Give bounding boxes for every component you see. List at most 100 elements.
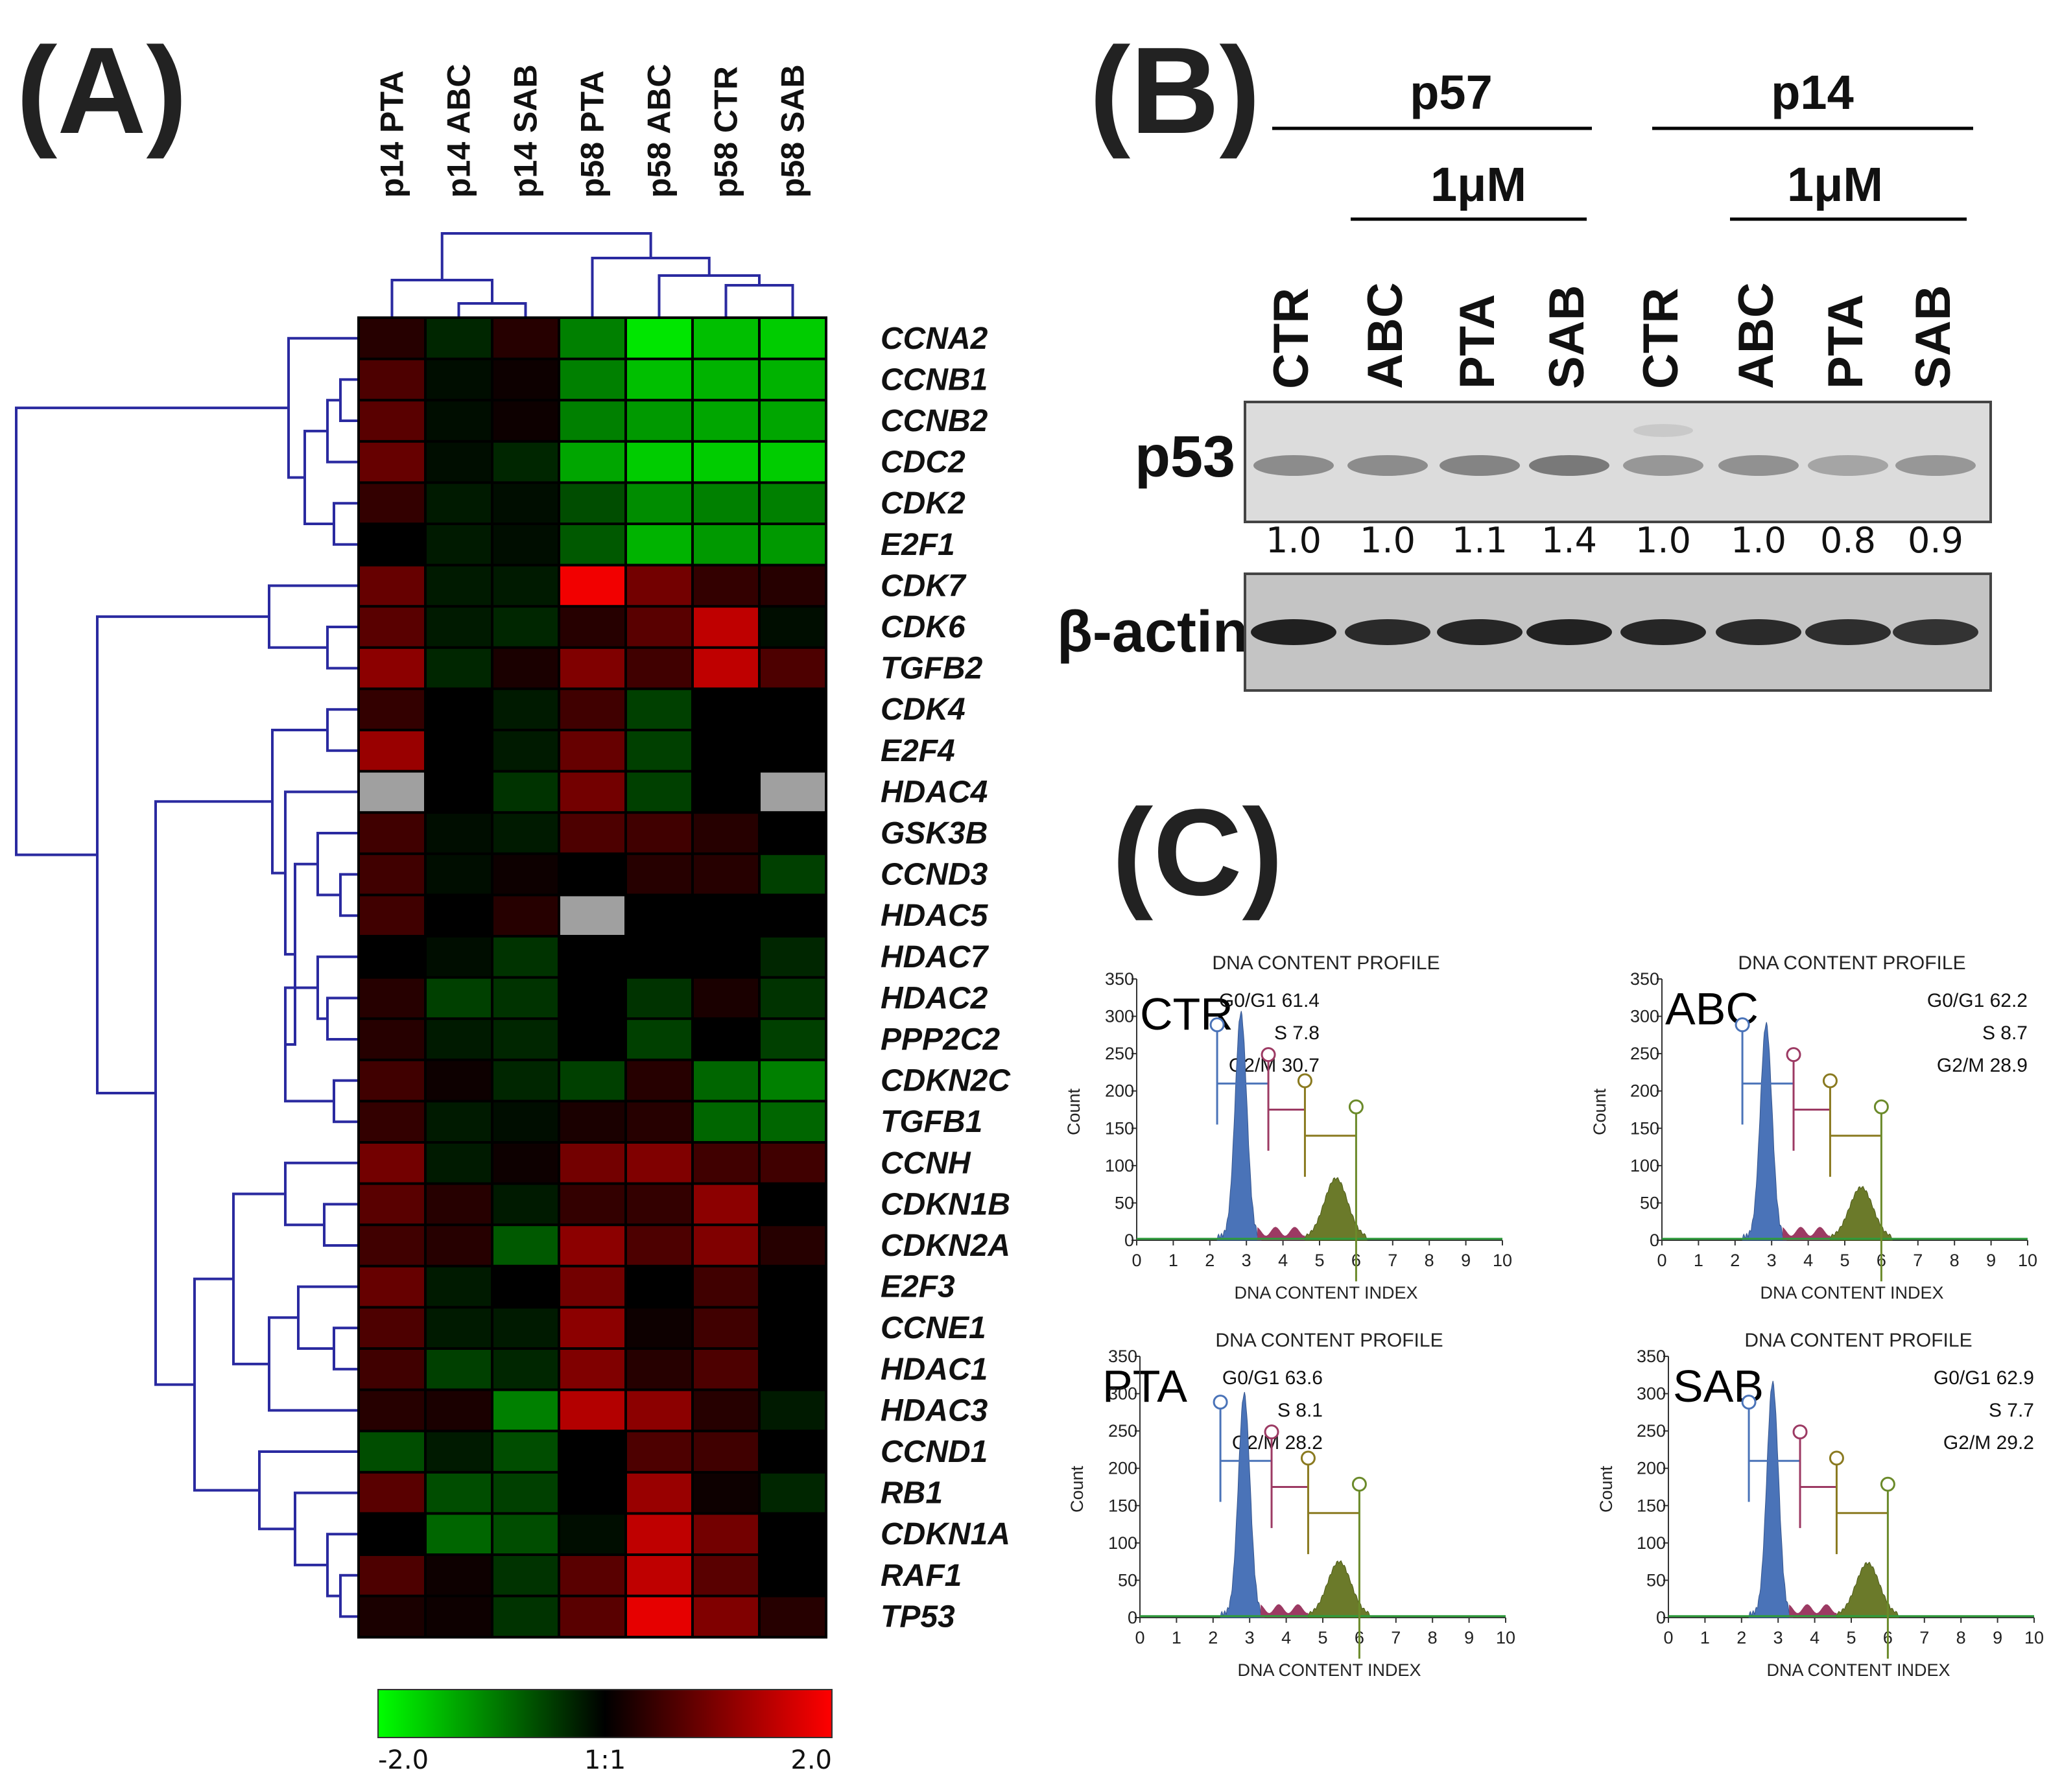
actin-band bbox=[1345, 619, 1430, 645]
heatmap-cell bbox=[560, 731, 624, 770]
dendrogram-link bbox=[326, 1533, 359, 1597]
heatmap-cell bbox=[560, 1308, 624, 1347]
y-tick-label: 350 bbox=[1108, 1347, 1137, 1366]
heatmap-cell bbox=[627, 442, 691, 482]
heatmap-cell bbox=[493, 1267, 558, 1306]
heatmap-cell bbox=[560, 1350, 624, 1389]
heatmap-cell bbox=[560, 484, 624, 523]
gene-label: RAF1 bbox=[881, 1559, 962, 1593]
column-label: p14 ABC bbox=[441, 64, 477, 198]
heatmap-cell bbox=[560, 1020, 624, 1059]
heatmap-cell bbox=[493, 896, 558, 935]
heatmap-cell bbox=[427, 896, 491, 935]
histogram-sample-label: PTA bbox=[1102, 1361, 1187, 1411]
heatmap-cell bbox=[627, 937, 691, 976]
heatmap-cell bbox=[493, 1144, 558, 1183]
heatmap-cell bbox=[360, 648, 424, 688]
heatmap-cell bbox=[627, 484, 691, 523]
actin-band bbox=[1437, 619, 1523, 645]
x-tick-label: 2 bbox=[1205, 1251, 1215, 1270]
heatmap-cell bbox=[360, 896, 424, 935]
heatmap-cell bbox=[694, 1597, 758, 1636]
colorbar-mid-label: 1:1 bbox=[584, 1745, 626, 1775]
heatmap-cell bbox=[761, 525, 825, 564]
heatmap-cell bbox=[560, 1226, 624, 1265]
heatmap-cell bbox=[560, 442, 624, 482]
dendrogram-link bbox=[297, 1285, 359, 1350]
g0g1-stat: G0/G1 61.4 bbox=[1219, 990, 1320, 1011]
heatmap-cell bbox=[560, 1061, 624, 1100]
heatmap-cell bbox=[427, 772, 491, 812]
dendrogram-link bbox=[591, 257, 711, 318]
heatmap-cell bbox=[627, 1597, 691, 1636]
heatmap-cell bbox=[627, 1473, 691, 1513]
heatmap-cell bbox=[627, 1267, 691, 1306]
dendrogram-link bbox=[15, 407, 289, 856]
panel-c-letter: (C) bbox=[1112, 784, 1283, 921]
heatmap-cell bbox=[427, 484, 491, 523]
x-tick-label: 5 bbox=[1846, 1628, 1856, 1647]
heatmap-cell bbox=[761, 484, 825, 523]
x-tick-label: 4 bbox=[1281, 1628, 1291, 1647]
actin-band bbox=[1805, 619, 1891, 645]
heatmap-cell bbox=[493, 1597, 558, 1636]
gate-marker bbox=[1300, 1450, 1316, 1466]
y-axis-label: Count bbox=[1067, 1465, 1087, 1513]
heatmap-cell bbox=[694, 1226, 758, 1265]
heatmap-cell bbox=[493, 401, 558, 440]
heatmap-cell bbox=[560, 401, 624, 440]
y-tick-label: 150 bbox=[1108, 1496, 1137, 1515]
heatmap-cell bbox=[761, 814, 825, 853]
heatmap-cell bbox=[627, 648, 691, 688]
y-tick-label: 200 bbox=[1630, 1081, 1659, 1101]
heatmap-cell bbox=[761, 607, 825, 646]
dendrogram-link bbox=[440, 232, 652, 280]
x-tick-label: 5 bbox=[1318, 1628, 1327, 1647]
heatmap-cell bbox=[493, 1432, 558, 1471]
heatmap-cell bbox=[761, 1350, 825, 1389]
histogram-title: DNA CONTENT PROFILE bbox=[1744, 1330, 1972, 1351]
heatmap-cell bbox=[427, 1185, 491, 1224]
g0g1-stat: G0/G1 63.6 bbox=[1222, 1367, 1323, 1389]
p53-band bbox=[1440, 455, 1520, 476]
heatmap-cell bbox=[627, 814, 691, 853]
heatmap-cell bbox=[761, 1144, 825, 1183]
y-tick-label: 50 bbox=[1646, 1570, 1666, 1590]
heatmap-cell bbox=[360, 607, 424, 646]
heatmap-cell bbox=[627, 1515, 691, 1553]
heatmap-cell bbox=[493, 525, 558, 564]
heatmap-cell bbox=[694, 1473, 758, 1513]
y-tick-label: 250 bbox=[1637, 1421, 1666, 1441]
heatmap-cell bbox=[360, 937, 424, 976]
heatmap-cell bbox=[493, 690, 558, 729]
g2m-peak bbox=[1829, 1186, 1893, 1241]
gene-label: CDK2 bbox=[881, 486, 966, 521]
heatmap-cell bbox=[694, 566, 758, 606]
lane-label: CTR bbox=[1264, 288, 1319, 389]
y-tick-label: 300 bbox=[1105, 1007, 1134, 1026]
p53-faint-band bbox=[1633, 424, 1693, 437]
heatmap-cell bbox=[694, 1267, 758, 1306]
x-tick-label: 7 bbox=[1919, 1628, 1929, 1647]
y-tick-label: 50 bbox=[1118, 1570, 1137, 1590]
heatmap-cell bbox=[694, 896, 758, 935]
heatmap-cell bbox=[761, 1226, 825, 1265]
gene-label: CDK6 bbox=[881, 610, 966, 644]
heatmap-cell bbox=[360, 1391, 424, 1430]
heatmap-cell bbox=[360, 1432, 424, 1471]
heatmap-row-labels: CCNA2 CCNB1 CCNB2 CDC2 CDK2 E2F1 CDK7 CDK6 TGFB2… bbox=[881, 322, 1011, 1634]
y-tick-label: 200 bbox=[1105, 1081, 1134, 1101]
p53-ratio-value: 1.4 bbox=[1541, 520, 1597, 561]
y-tick-label: 250 bbox=[1105, 1044, 1134, 1063]
y-tick-label: 50 bbox=[1640, 1193, 1659, 1212]
y-tick-label: 0 bbox=[1124, 1231, 1134, 1250]
heatmap-cell bbox=[360, 1185, 424, 1224]
x-tick-label: 9 bbox=[1993, 1628, 2002, 1647]
heatmap-cell bbox=[560, 1185, 624, 1224]
dendrogram-link bbox=[333, 1326, 359, 1371]
actin-row-label: β-actin bbox=[1057, 600, 1248, 665]
heatmap-cell bbox=[761, 648, 825, 688]
x-tick-label: 7 bbox=[1391, 1628, 1401, 1647]
g2m-peak bbox=[1307, 1560, 1371, 1618]
heatmap-cell bbox=[627, 1432, 691, 1471]
